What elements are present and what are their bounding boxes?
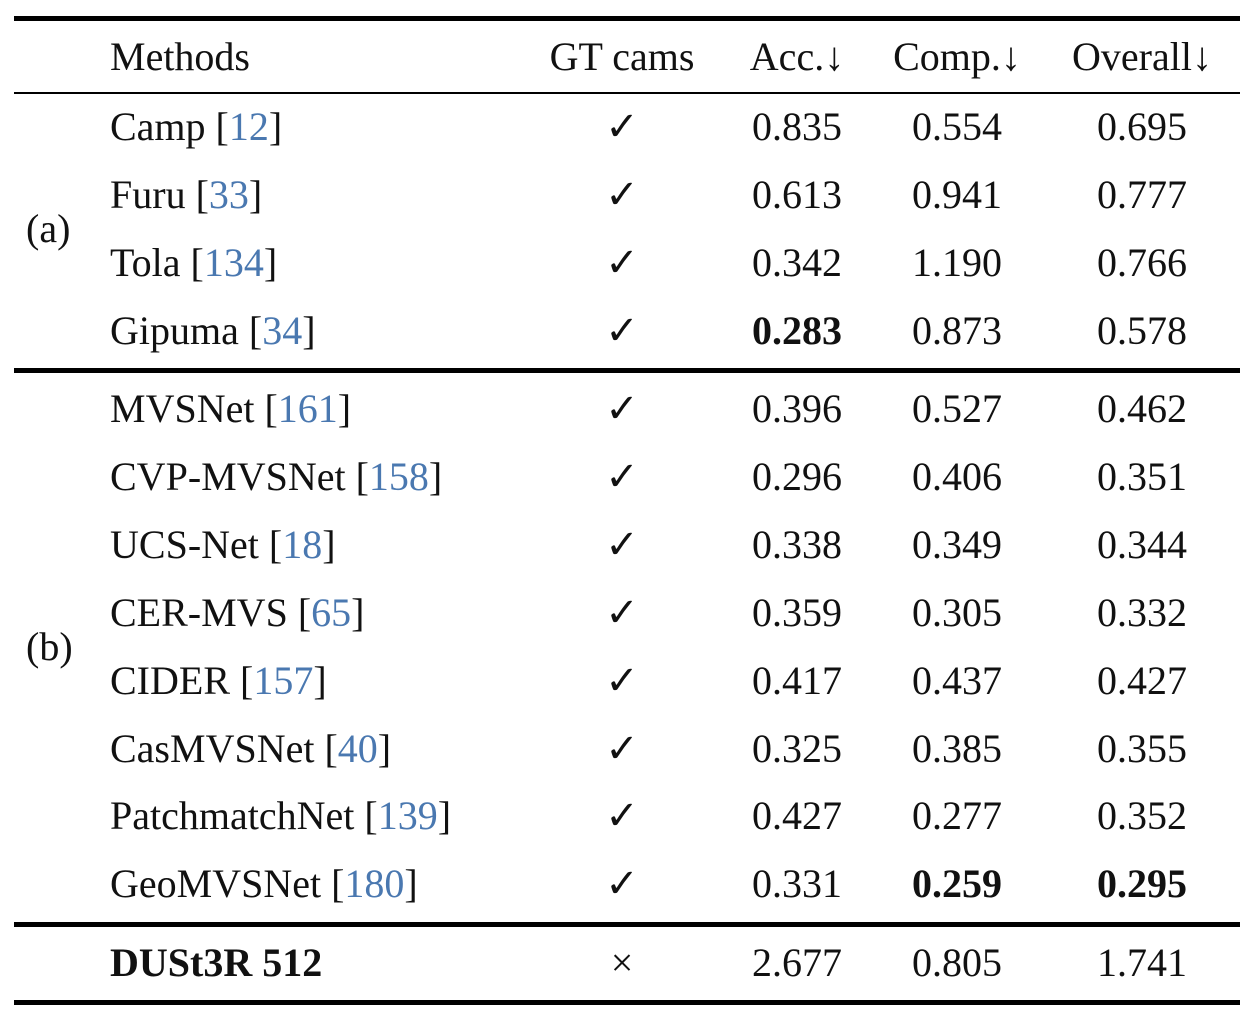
table-cell: 0.332 xyxy=(1097,589,1187,635)
table-cell: 0.437 xyxy=(912,657,1002,703)
method-name: CasMVSNet [40] xyxy=(110,725,392,771)
table-cell: ✓ xyxy=(605,725,639,771)
citation: 18 xyxy=(282,521,323,567)
table-cell: 0.351 xyxy=(1097,453,1187,499)
table-cell: ✓ xyxy=(605,861,639,907)
table-cell: 0.427 xyxy=(1097,657,1187,703)
table-cell: 0.277 xyxy=(912,793,1002,839)
citation: 33 xyxy=(208,171,249,217)
table-cell: ✓ xyxy=(605,589,639,635)
group-label: (a) xyxy=(26,205,71,251)
table-cell: 0.355 xyxy=(1097,725,1187,771)
table-rule xyxy=(14,922,1240,927)
table-cell: ✓ xyxy=(605,171,639,217)
column-header: Acc.↓ xyxy=(749,34,845,79)
citation: 157 xyxy=(253,657,314,703)
table-cell: 0.338 xyxy=(752,521,842,567)
method-name: CER-MVS [65] xyxy=(110,589,365,635)
method-name: CIDER [157] xyxy=(110,657,327,703)
method-name: GeoMVSNet [180] xyxy=(110,861,418,907)
citation: 40 xyxy=(337,725,378,771)
table-cell: ✓ xyxy=(605,386,639,431)
group-label: (b) xyxy=(26,623,73,669)
table-cell: 0.385 xyxy=(912,725,1002,771)
table-cell: 0.777 xyxy=(1097,171,1187,217)
table-cell: 0.578 xyxy=(1097,307,1187,353)
table-cell: 0.835 xyxy=(752,104,842,149)
method-name: Camp [12] xyxy=(110,104,283,149)
table-cell: 0.305 xyxy=(912,589,1002,635)
table-cell: ✓ xyxy=(605,453,639,499)
table-cell: 0.295 xyxy=(1097,861,1187,907)
method-name: PatchmatchNet [139] xyxy=(110,793,452,839)
table-cell: ✓ xyxy=(605,239,639,285)
citation: 161 xyxy=(277,386,338,431)
method-name: Furu [33] xyxy=(110,171,263,217)
column-header: Comp.↓ xyxy=(893,34,1021,79)
method-name: DUSt3R 512 xyxy=(110,940,323,985)
table-cell: 0.417 xyxy=(752,657,842,703)
table-cell: 0.352 xyxy=(1097,793,1187,839)
table-cell: 2.677 xyxy=(752,940,842,985)
table-cell: ✓ xyxy=(605,307,639,353)
citation: 158 xyxy=(368,453,429,499)
table-cell: 0.325 xyxy=(752,725,842,771)
citation: 180 xyxy=(344,861,405,907)
table-cell: 0.259 xyxy=(912,861,1002,907)
table-cell: 0.406 xyxy=(912,453,1002,499)
method-name: UCS-Net [18] xyxy=(110,521,336,567)
table-rule xyxy=(14,92,1240,94)
table-cell: 0.462 xyxy=(1097,386,1187,431)
table-cell: 1.190 xyxy=(912,239,1002,285)
table-cell: 1.741 xyxy=(1097,940,1187,985)
citation: 34 xyxy=(262,307,303,353)
table-cell: ✓ xyxy=(605,104,639,149)
method-name: CVP-MVSNet [158] xyxy=(110,453,443,499)
table-rule xyxy=(14,1000,1240,1005)
table-cell: 0.296 xyxy=(752,453,842,499)
table-cell: ✓ xyxy=(605,657,639,703)
table-cell: 0.283 xyxy=(752,307,842,353)
table-cell: 0.396 xyxy=(752,386,842,431)
table-cell: ✓ xyxy=(605,793,639,839)
table-cell: 0.873 xyxy=(912,307,1002,353)
table-cell: 0.766 xyxy=(1097,239,1187,285)
citation: 134 xyxy=(203,239,264,285)
table-cell: 0.805 xyxy=(912,940,1002,985)
table-rule xyxy=(14,16,1240,21)
citation: 12 xyxy=(228,104,269,149)
table-cell: 0.344 xyxy=(1097,521,1187,567)
table-cell: 0.342 xyxy=(752,239,842,285)
table-cell: ✓ xyxy=(605,521,639,567)
method-name: Gipuma [34] xyxy=(110,307,316,353)
table-cell: × xyxy=(610,940,634,985)
table-rule xyxy=(14,368,1240,373)
table-cell: 0.331 xyxy=(752,861,842,907)
citation: 65 xyxy=(311,589,352,635)
citation: 139 xyxy=(377,793,438,839)
table-cell: 0.554 xyxy=(912,104,1002,149)
column-header: Methods xyxy=(110,34,250,79)
table-cell: 0.527 xyxy=(912,386,1002,431)
method-name: MVSNet [161] xyxy=(110,386,352,431)
table-cell: 0.613 xyxy=(752,171,842,217)
table-cell: 0.695 xyxy=(1097,104,1187,149)
column-header: GT cams xyxy=(549,34,695,79)
table-cell: 0.427 xyxy=(752,793,842,839)
method-name: Tola [134] xyxy=(110,239,278,285)
table-cell: 0.941 xyxy=(912,171,1002,217)
table-cell: 0.359 xyxy=(752,589,842,635)
column-header: Overall↓ xyxy=(1072,34,1212,79)
table-cell: 0.349 xyxy=(912,521,1002,567)
